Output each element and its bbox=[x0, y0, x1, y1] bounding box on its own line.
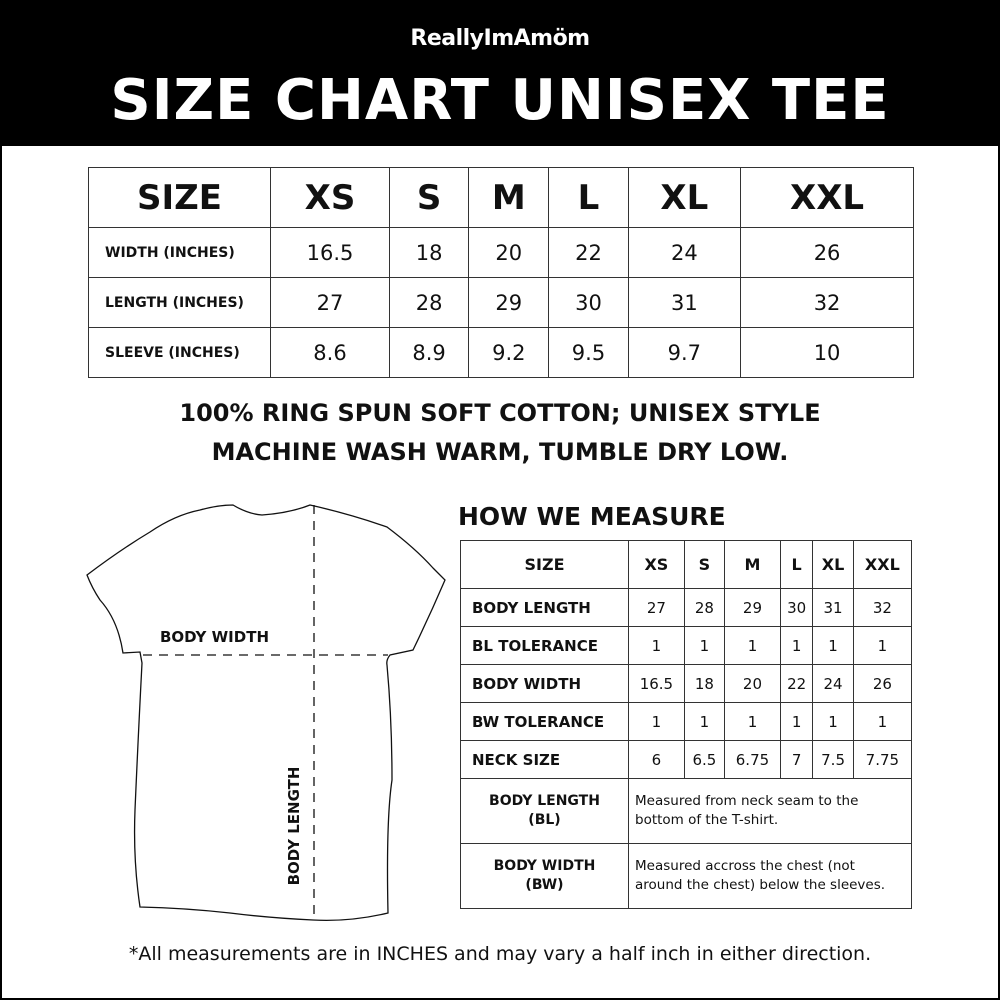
value-cell: 8.6 bbox=[270, 327, 390, 378]
value-cell: 1 bbox=[683, 702, 726, 741]
how-we-measure-title: HOW WE MEASURE bbox=[458, 502, 726, 531]
content-panel: SIZE XS S M L XL XXL WIDTH (INCHES) 16.5 18 20 22 24… bbox=[2, 146, 998, 998]
table-row: BODY LENGTH 27 28 29 30 31 32 bbox=[460, 588, 913, 627]
row-label: BW TOLERANCE bbox=[460, 702, 629, 741]
column-header-s: S bbox=[388, 167, 470, 228]
value-cell: 18 bbox=[388, 227, 470, 278]
value-cell: 32 bbox=[740, 277, 914, 328]
value-cell: 7.5 bbox=[812, 740, 854, 779]
value-cell: 1 bbox=[628, 702, 685, 741]
value-cell: 22 bbox=[548, 227, 629, 278]
row-label: NECK SIZE bbox=[460, 740, 629, 779]
value-cell: 7 bbox=[779, 740, 814, 779]
value-cell: 20 bbox=[724, 664, 781, 703]
value-cell: 8.9 bbox=[388, 327, 470, 378]
column-header-m: M bbox=[468, 167, 550, 228]
table-row: BL TOLERANCE 1 1 1 1 1 1 bbox=[460, 626, 913, 665]
note-line: MACHINE WASH WARM, TUMBLE DRY LOW. bbox=[211, 438, 789, 466]
note-line: 100% RING SPUN SOFT COTTON; UNISEX STYLE bbox=[179, 399, 821, 427]
value-cell: 30 bbox=[779, 588, 814, 627]
row-label: WIDTH (INCHES) bbox=[88, 227, 271, 278]
table-row: NECK SIZE 6 6.5 6.75 7 7.5 7.75 bbox=[460, 740, 913, 779]
value-cell: 6.75 bbox=[724, 740, 781, 779]
definition-line: Measured accross the chest (not bbox=[635, 858, 855, 874]
abbr: (BL) bbox=[528, 812, 561, 828]
definition-term: BODY WIDTH (BW) bbox=[460, 843, 629, 909]
definition-row: BODY LENGTH (BL) Measured from neck seam t… bbox=[460, 778, 912, 844]
column-header-l: L bbox=[548, 167, 629, 228]
brand-logo: ReallyImAmöm bbox=[410, 26, 590, 51]
header: ReallyImAmöm SIZE CHART UNISEX TEE bbox=[0, 0, 1000, 146]
definition-line: around the chest) below the sleeves. bbox=[635, 877, 886, 893]
column-header-xs: XS bbox=[270, 167, 390, 228]
column-header-xl: XL bbox=[627, 167, 742, 228]
term: BODY WIDTH bbox=[493, 858, 596, 874]
column-header-m: M bbox=[724, 540, 781, 589]
measure-table: SIZE XS S M L XL XXL BODY LENGTH 27 28 29 30 31 32 BL … bbox=[460, 540, 913, 909]
value-cell: 10 bbox=[740, 327, 914, 378]
value-cell: 28 bbox=[683, 588, 726, 627]
definition-row: BODY WIDTH (BW) Measured accross the chest… bbox=[460, 843, 912, 909]
column-header-xl: XL bbox=[812, 540, 854, 589]
definition-text: Measured accross the chest (not around th… bbox=[628, 843, 912, 909]
value-cell: 7.75 bbox=[852, 740, 913, 779]
term: BODY LENGTH bbox=[489, 793, 600, 809]
value-cell: 26 bbox=[852, 664, 913, 703]
value-cell: 1 bbox=[683, 626, 726, 665]
definition-line: Measured from neck seam to the bbox=[635, 793, 859, 809]
table-row: SLEEVE (INCHES) 8.6 8.9 9.2 9.5 9.7 10 bbox=[88, 327, 914, 378]
value-cell: 1 bbox=[812, 626, 854, 665]
page-title: SIZE CHART UNISEX TEE bbox=[110, 68, 890, 133]
size-table: SIZE XS S M L XL XXL WIDTH (INCHES) 16.5 18 20 22 24… bbox=[88, 167, 914, 378]
row-label: SLEEVE (INCHES) bbox=[88, 327, 271, 378]
value-cell: 32 bbox=[852, 588, 913, 627]
value-cell: 28 bbox=[388, 277, 470, 328]
value-cell: 6.5 bbox=[683, 740, 726, 779]
row-label: BL TOLERANCE bbox=[460, 626, 629, 665]
row-label: LENGTH (INCHES) bbox=[88, 277, 271, 328]
value-cell: 16.5 bbox=[270, 227, 390, 278]
definition-text: Measured from neck seam to the bottom of … bbox=[628, 778, 912, 844]
abbr: (BW) bbox=[525, 877, 564, 893]
value-cell: 26 bbox=[740, 227, 914, 278]
footnote: *All measurements are in INCHES and may … bbox=[128, 943, 872, 965]
value-cell: 29 bbox=[724, 588, 781, 627]
column-header-xxl: XXL bbox=[852, 540, 913, 589]
column-header-s: S bbox=[683, 540, 726, 589]
column-header-xs: XS bbox=[628, 540, 685, 589]
header-row: SIZE XS S M L XL XXL bbox=[460, 540, 913, 589]
table-row: BW TOLERANCE 1 1 1 1 1 1 bbox=[460, 702, 913, 741]
body-length-label: BODY LENGTH bbox=[285, 766, 303, 886]
table-row: WIDTH (INCHES) 16.5 18 20 22 24 26 bbox=[88, 227, 914, 278]
column-header-xxl: XXL bbox=[740, 167, 914, 228]
header-row: SIZE XS S M L XL XXL bbox=[88, 167, 914, 228]
body-width-label: BODY WIDTH bbox=[160, 628, 269, 646]
value-cell: 29 bbox=[468, 277, 550, 328]
table-row: BODY WIDTH 16.5 18 20 22 24 26 bbox=[460, 664, 913, 703]
definition-line: bottom of the T-shirt. bbox=[635, 812, 779, 828]
row-label: BODY WIDTH bbox=[460, 664, 629, 703]
value-cell: 9.2 bbox=[468, 327, 550, 378]
value-cell: 24 bbox=[812, 664, 854, 703]
care-notes: 100% RING SPUN SOFT COTTON; UNISEX STYLE… bbox=[2, 394, 998, 472]
value-cell: 27 bbox=[270, 277, 390, 328]
value-cell: 9.5 bbox=[548, 327, 629, 378]
value-cell: 1 bbox=[724, 626, 781, 665]
value-cell: 9.7 bbox=[627, 327, 742, 378]
tshirt-outline bbox=[86, 504, 446, 921]
